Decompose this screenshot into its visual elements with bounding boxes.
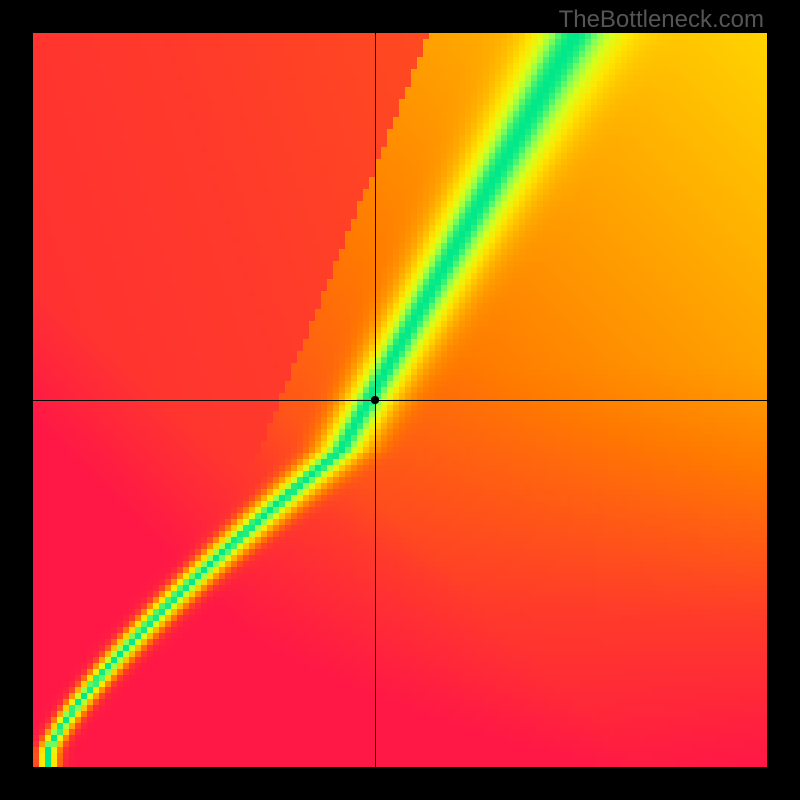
bottleneck-heatmap — [0, 0, 800, 800]
chart-root: TheBottleneck.com — [0, 0, 800, 800]
watermark-text: TheBottleneck.com — [559, 6, 764, 34]
